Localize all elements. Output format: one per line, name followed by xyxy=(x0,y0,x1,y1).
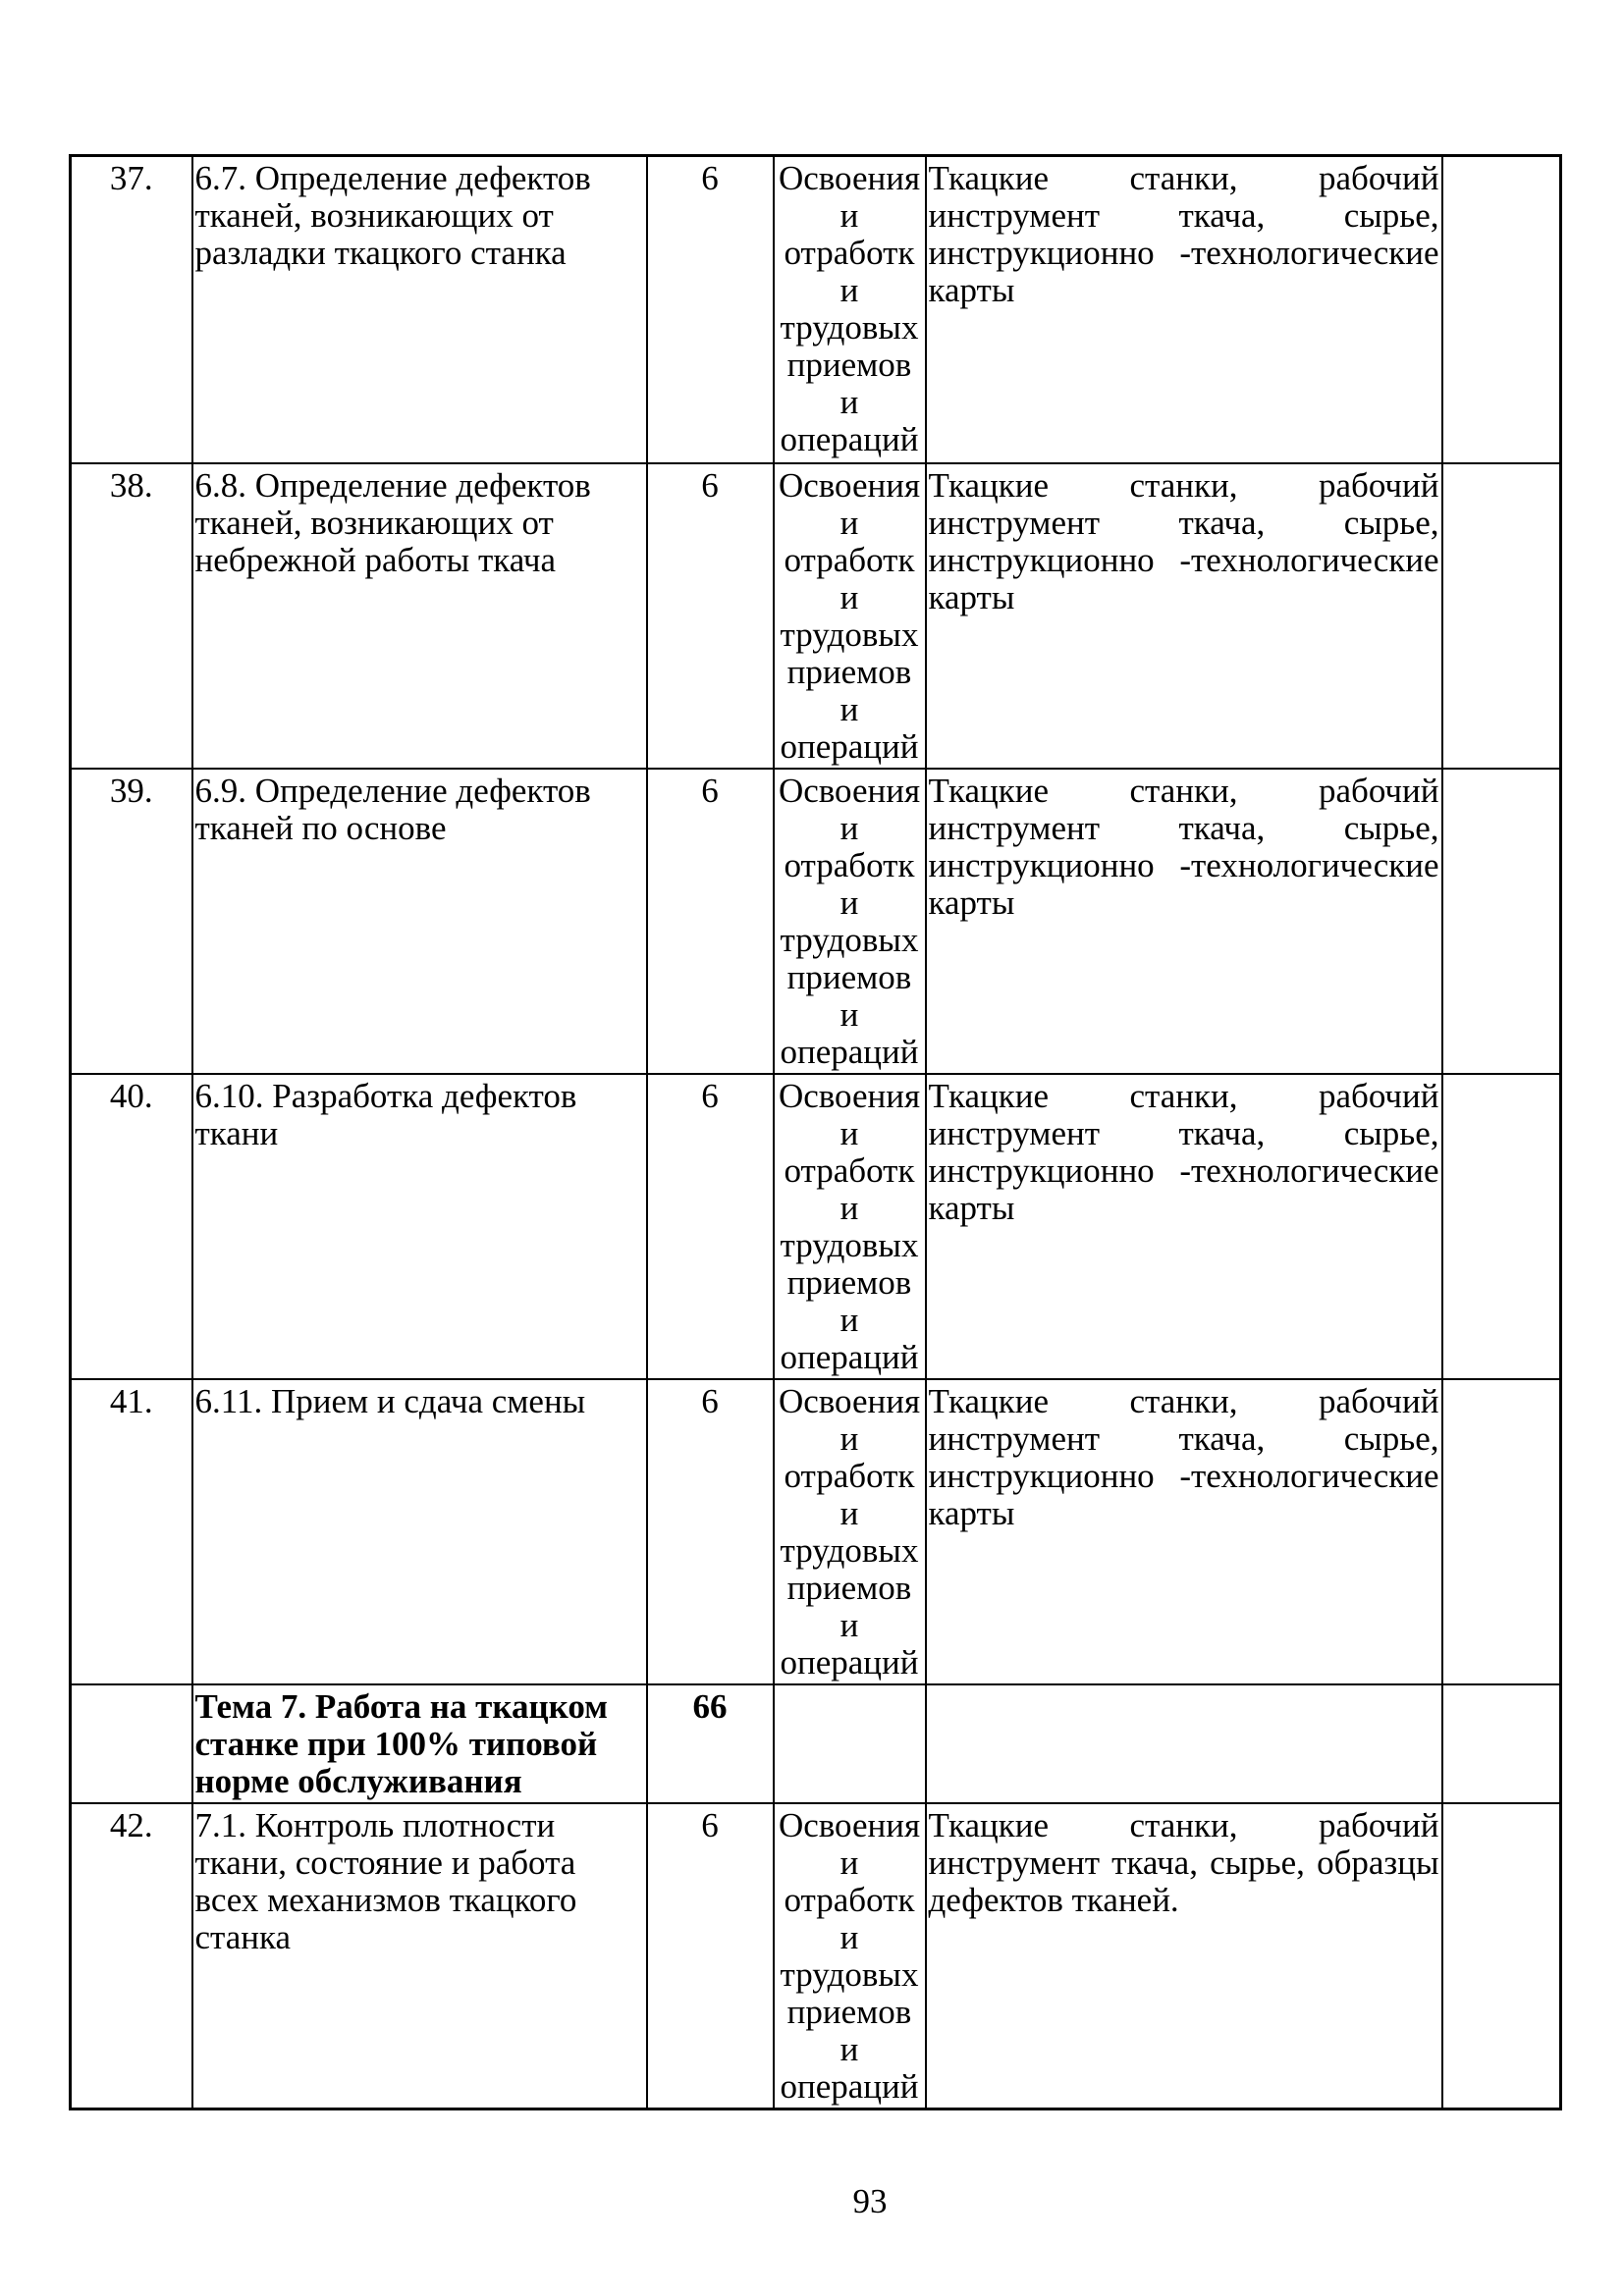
row-number-cell: 42. xyxy=(69,1801,193,2109)
training-form-cell xyxy=(772,1682,927,1804)
equipment-line: карты xyxy=(928,577,1015,616)
table-row: 42. 7.1. Контроль плотности ткани, состо… xyxy=(69,1801,1562,2109)
equipment-line: инструмент ткача, сырье, xyxy=(928,1113,1439,1152)
equipment-line: инструкционно -технологические xyxy=(928,540,1439,579)
equipment-line: карты xyxy=(928,271,1015,309)
equipment-line: Ткацкие станки, рабочий xyxy=(928,771,1439,810)
equipment-cell: Ткацкие станки, рабочий инструмент ткача… xyxy=(924,461,1443,770)
topic-cell: 6.8. Определение дефектов тканей, возник… xyxy=(190,461,648,770)
equipment-line: инструкционно -технологические xyxy=(928,1150,1439,1190)
table-row-theme-7: Тема 7. Работа на ткацком станке при 100… xyxy=(69,1682,1562,1804)
notes-cell xyxy=(1440,1072,1562,1380)
training-form-cell: Освоения и отработк и трудовых приемов и… xyxy=(772,1801,927,2109)
equipment-cell: Ткацкие станки, рабочий инструмент ткача… xyxy=(924,1377,1443,1685)
row-number-cell xyxy=(69,1682,193,1804)
row-number-cell: 37. xyxy=(69,154,193,464)
hours-cell: 6 xyxy=(645,1072,775,1380)
topic-cell: 6.10. Разработка дефектов ткани xyxy=(190,1072,648,1380)
equipment-line: инструмент ткача, сырье, xyxy=(928,503,1439,542)
equipment-line: карты xyxy=(928,1493,1015,1532)
equipment-cell: Ткацкие станки, рабочий инструмент ткача… xyxy=(924,1801,1443,2109)
notes-cell xyxy=(1440,1801,1562,2109)
hours-cell: 6 xyxy=(645,767,775,1075)
topic-cell: Тема 7. Работа на ткацком станке при 100… xyxy=(190,1682,648,1804)
equipment-cell: Ткацкие станки, рабочий инструмент ткача… xyxy=(924,767,1443,1075)
notes-cell xyxy=(1440,1682,1562,1804)
hours-cell: 66 xyxy=(645,1682,775,1804)
hours-cell: 6 xyxy=(645,1377,775,1685)
equipment-line: инструкционно -технологические xyxy=(928,845,1439,884)
training-form-cell: Освоения и отработк и трудовых приемов и… xyxy=(772,1072,927,1380)
notes-cell xyxy=(1440,154,1562,464)
equipment-line: карты xyxy=(928,882,1015,922)
equipment-line: дефектов тканей. xyxy=(928,1880,1179,1919)
topic-cell: 7.1. Контроль плотности ткани, состояние… xyxy=(190,1801,648,2109)
equipment-line: Ткацкие станки, рабочий xyxy=(928,159,1439,197)
equipment-line: инструкционно -технологические xyxy=(928,234,1439,272)
training-form-cell: Освоения и отработк и трудовых приемов и… xyxy=(772,1377,927,1685)
row-number-cell: 41. xyxy=(69,1377,193,1685)
equipment-line: инструмент ткача, сырье, xyxy=(928,196,1439,235)
equipment-line: инструкционно -технологические xyxy=(928,1456,1439,1495)
notes-cell xyxy=(1440,1377,1562,1685)
equipment-line: инструмент ткача, сырье, xyxy=(928,1418,1439,1458)
topic-cell: 6.7. Определение дефектов тканей, возник… xyxy=(190,154,648,464)
row-number-cell: 38. xyxy=(69,461,193,770)
table-row: 37. 6.7. Определение дефектов тканей, во… xyxy=(69,154,1562,464)
table-row: 38. 6.8. Определение дефектов тканей, во… xyxy=(69,461,1562,770)
training-form-cell: Освоения и отработк и трудовых приемов и… xyxy=(772,154,927,464)
page-number: 93 xyxy=(852,2182,888,2220)
row-number-cell: 39. xyxy=(69,767,193,1075)
equipment-cell xyxy=(924,1682,1443,1804)
topic-cell: 6.9. Определение дефектов тканей по осно… xyxy=(190,767,648,1075)
topic-cell: 6.11. Прием и сдача смены xyxy=(190,1377,648,1685)
table-row: 39. 6.9. Определение дефектов тканей по … xyxy=(69,767,1562,1075)
training-form-cell: Освоения и отработк и трудовых приемов и… xyxy=(772,461,927,770)
notes-cell xyxy=(1440,767,1562,1075)
equipment-line: карты xyxy=(928,1188,1015,1227)
row-number-cell: 40. xyxy=(69,1072,193,1380)
equipment-line: Ткацкие станки, рабочий xyxy=(928,1381,1439,1420)
equipment-cell: Ткацкие станки, рабочий инструмент ткача… xyxy=(924,1072,1443,1380)
table-row: 40. 6.10. Разработка дефектов ткани 6 Ос… xyxy=(69,1072,1562,1380)
equipment-line: Ткацкие станки, рабочий xyxy=(928,465,1439,505)
notes-cell xyxy=(1440,461,1562,770)
table-row: 41. 6.11. Прием и сдача смены 6 Освоения… xyxy=(69,1377,1562,1685)
equipment-line: инструмент ткача, сырье, xyxy=(928,808,1439,847)
equipment-line: Ткацкие станки, рабочий xyxy=(928,1076,1439,1115)
training-form-cell: Освоения и отработк и трудовых приемов и… xyxy=(772,767,927,1075)
hours-cell: 6 xyxy=(645,1801,775,2109)
equipment-line: Ткацкие станки, рабочий xyxy=(928,1805,1439,1844)
hours-cell: 6 xyxy=(645,154,775,464)
equipment-cell: Ткацкие станки, рабочий инструмент ткача… xyxy=(924,154,1443,464)
curriculum-table: 37. 6.7. Определение дефектов тканей, во… xyxy=(69,154,1562,2110)
equipment-line: инструмент ткача, сырье, образцы xyxy=(928,1842,1439,1882)
hours-cell: 6 xyxy=(645,461,775,770)
